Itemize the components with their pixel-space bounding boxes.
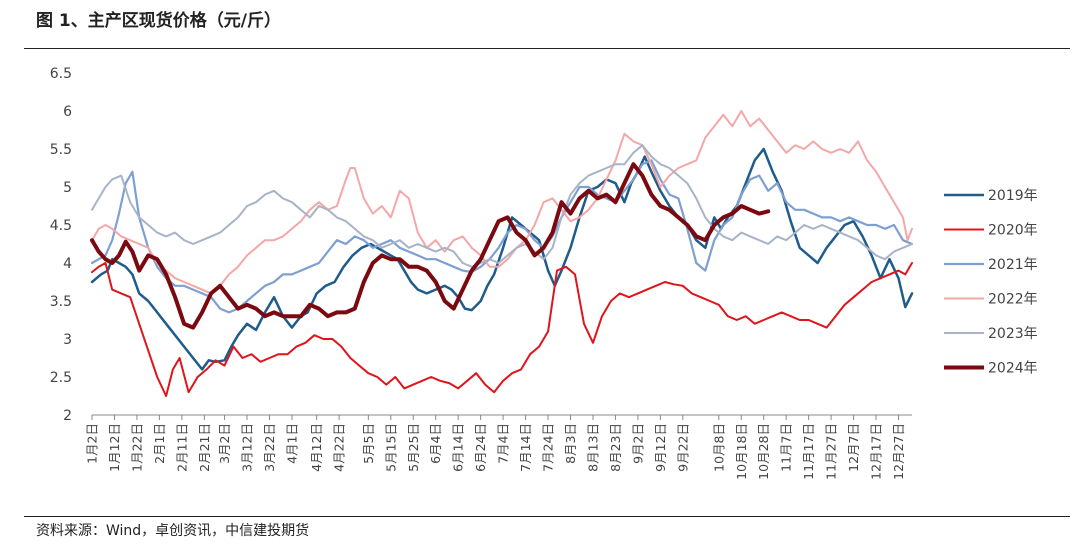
x-tick-label: 9月12日 bbox=[653, 423, 668, 472]
legend-label: 2023年 bbox=[988, 326, 1038, 342]
series-line-3 bbox=[90, 159, 914, 314]
y-tick-label: 5.5 bbox=[50, 142, 72, 158]
line-chart: 2 2.5 3 3.5 4 4.5 5 5.5 6 6.5 1月2日 1月12日 1月22日 2月1日 2月… bbox=[50, 66, 1038, 480]
x-tick-label: 2月21日 bbox=[197, 423, 212, 472]
series-line-6 bbox=[90, 162, 771, 330]
legend: 2019年 2020年 2021年 2022年 2023年 2024年 bbox=[944, 188, 1038, 377]
x-tick-label: 7月24日 bbox=[541, 423, 556, 472]
axes-layer: 2 2.5 3 3.5 4 4.5 5 5.5 6 6.5 1月2日 1月12日 1月22日 2月1日 2月… bbox=[50, 66, 912, 480]
x-tick-label: 4月12日 bbox=[309, 423, 324, 472]
x-tick-label: 10月8日 bbox=[711, 423, 726, 472]
x-tick-label: 2月1日 bbox=[152, 423, 167, 464]
x-tick-label: 3月22日 bbox=[262, 423, 277, 472]
x-tick-label: 12月17日 bbox=[869, 423, 884, 480]
x-tick-label: 11月7日 bbox=[779, 423, 794, 472]
x-tick-label: 8月23日 bbox=[608, 423, 623, 472]
x-tick-label: 5月5日 bbox=[361, 423, 376, 464]
x-tick-label: 10月28日 bbox=[756, 423, 771, 480]
y-tick-label: 5 bbox=[63, 180, 72, 196]
legend-label: 2024年 bbox=[988, 361, 1038, 377]
x-tick-label: 8月13日 bbox=[585, 423, 600, 472]
legend-label: 2019年 bbox=[988, 188, 1038, 204]
y-tick-label: 2.5 bbox=[50, 370, 72, 386]
y-tick-label: 6 bbox=[63, 104, 72, 120]
x-tick-label: 12月7日 bbox=[846, 423, 861, 472]
x-tick-label: 7月4日 bbox=[496, 423, 511, 464]
y-tick-label: 3 bbox=[63, 332, 72, 348]
x-tick-label: 8月3日 bbox=[563, 423, 578, 464]
x-tick-label: 6月14日 bbox=[451, 423, 466, 472]
page-title: 图 1、主产区现货价格（元/斤） bbox=[36, 11, 281, 31]
y-tick-label: 6.5 bbox=[50, 66, 72, 82]
x-tick-label: 4月1日 bbox=[284, 423, 299, 464]
x-tick-label: 11月17日 bbox=[801, 423, 816, 480]
series-line-4 bbox=[91, 110, 913, 295]
x-tick-label: 11月27日 bbox=[824, 423, 839, 480]
series-line-1 bbox=[90, 147, 914, 371]
x-tick-label: 3月2日 bbox=[217, 423, 232, 464]
x-tick-label: 6月4日 bbox=[428, 423, 443, 464]
y-tick-label: 4 bbox=[63, 256, 72, 272]
x-tick-label: 9月2日 bbox=[630, 423, 645, 464]
top-rule bbox=[24, 48, 1070, 49]
y-tick-label: 2 bbox=[63, 408, 72, 424]
legend-label: 2020年 bbox=[988, 223, 1038, 239]
x-tick-label: 12月27日 bbox=[891, 423, 906, 480]
bottom-rule bbox=[24, 516, 1070, 517]
x-tick-label: 1月2日 bbox=[85, 423, 100, 464]
y-tick-label: 3.5 bbox=[50, 294, 72, 310]
source-note: 资料来源：Wind，卓创资讯，中信建投期货 bbox=[36, 523, 310, 539]
x-tick-label: 9月22日 bbox=[675, 423, 690, 472]
x-tick-label: 1月22日 bbox=[129, 423, 144, 472]
x-tick-label: 2月11日 bbox=[174, 423, 189, 472]
series-line-2 bbox=[91, 262, 913, 397]
series-layer bbox=[90, 110, 914, 397]
x-tick-label: 6月24日 bbox=[473, 423, 488, 472]
legend-label: 2021年 bbox=[988, 257, 1038, 273]
y-tick-label: 4.5 bbox=[50, 218, 72, 234]
x-tick-label: 1月12日 bbox=[107, 423, 122, 472]
x-tick-label: 10月18日 bbox=[734, 423, 749, 480]
x-tick-label: 3月12日 bbox=[240, 423, 255, 472]
x-tick-label: 4月22日 bbox=[332, 423, 347, 472]
x-tick-label: 5月25日 bbox=[406, 423, 421, 472]
legend-label: 2022年 bbox=[988, 292, 1038, 308]
x-tick-label: 5月15日 bbox=[383, 423, 398, 472]
x-tick-label: 7月14日 bbox=[518, 423, 533, 472]
series-line-5 bbox=[91, 144, 913, 268]
